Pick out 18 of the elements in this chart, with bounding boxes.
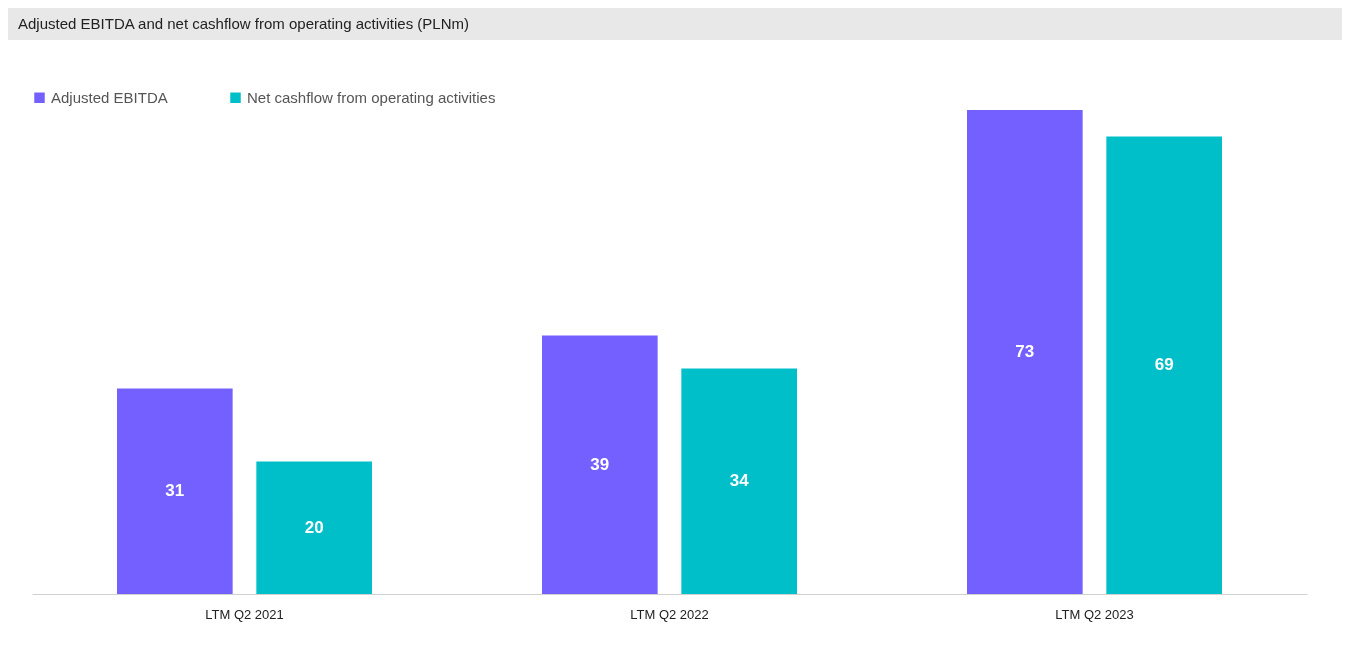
x-tick-label: LTM Q2 2022 xyxy=(630,606,709,622)
data-label: 31 xyxy=(165,481,185,501)
data-label: 34 xyxy=(729,471,750,491)
bar xyxy=(681,368,797,594)
x-tick-label: LTM Q2 2021 xyxy=(205,606,284,622)
legend-label: Adjusted EBITDA xyxy=(51,88,168,106)
legend-label: Net cashflow from operating activities xyxy=(247,88,496,106)
bar xyxy=(117,388,233,594)
chart-title: Adjusted EBITDA and net cashflow from operating activities (PLNm) xyxy=(8,8,1342,40)
bar xyxy=(256,461,372,594)
bar xyxy=(1106,136,1222,594)
bar xyxy=(967,110,1083,594)
x-tick-label: LTM Q2 2023 xyxy=(1055,606,1134,622)
data-label: 20 xyxy=(304,517,324,537)
data-label: 39 xyxy=(590,454,610,474)
bar xyxy=(542,335,658,594)
data-label: 73 xyxy=(1015,342,1035,361)
data-label: 69 xyxy=(1154,355,1174,375)
